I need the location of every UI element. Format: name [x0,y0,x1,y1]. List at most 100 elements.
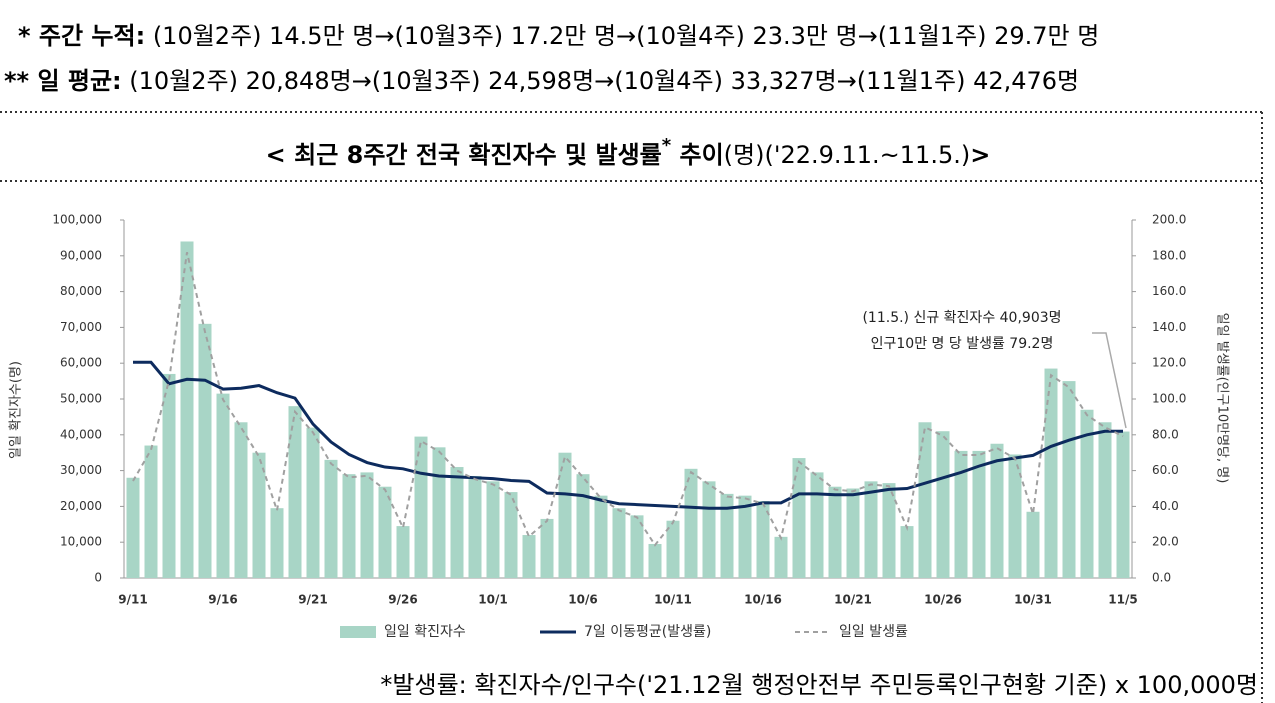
bar [270,508,284,578]
bar [144,445,158,578]
y-tick-label: 90,000 [60,248,102,262]
bar [1044,368,1058,578]
x-tick-label: 9/16 [208,593,237,607]
bar [738,495,752,578]
bar [882,483,896,578]
y-tick-label: 70,000 [60,320,102,334]
bar [1098,422,1112,578]
y2-tick-label: 40.0 [1152,499,1179,513]
y-tick-label: 40,000 [60,427,102,441]
bar [612,508,626,578]
y-tick-label: 50,000 [60,392,102,406]
bar [342,474,356,578]
x-tick-label: 10/16 [744,593,782,607]
title-part: (명)('22.9.11.~11.5.) [724,141,971,169]
annotation: (11.5.) 신규 확진자수 40,903명 [862,310,1061,326]
bar [918,422,932,578]
header-line-2: ** 일 평균: (10월2주) 20,848명→(10월3주) 24,598명… [4,67,1079,95]
y2-axis-title: 일일 발생률(인구10만명당, 명) [1215,313,1230,484]
x-tick-label: 9/11 [118,593,147,607]
header-text: (10월2주) 14.5만 명→(10월3주) 17.2만 명→(10월4주) … [145,22,1099,50]
bar [1026,511,1040,578]
bar [630,515,644,578]
y-tick-label: 30,000 [60,463,102,477]
bar [414,436,428,578]
bar [162,373,176,578]
bar [756,501,770,578]
bar [450,467,464,578]
bar [198,323,212,578]
bar [954,450,968,578]
bar [126,477,140,578]
bar [594,495,608,578]
y-tick-label: 0 [94,571,102,585]
bar [1062,381,1076,578]
y-tick-label: 20,000 [60,499,102,513]
line [133,360,1123,510]
bar [1080,409,1094,578]
x-tick-label: 10/11 [654,593,692,607]
y2-tick-label: 140.0 [1152,320,1186,334]
x-tick-label: 11/5 [1108,593,1137,607]
chart-title: < 최근 8주간 전국 확진자수 및 발생률* 추이(명)('22.9.11.~… [266,135,991,169]
bar [306,427,320,578]
x-tick-label: 9/26 [388,593,417,607]
annotation: 인구10만 명 당 발생률 79.2명 [871,336,1054,352]
bar [252,452,266,578]
bar [504,492,518,578]
y-axis-title: 일일 확진자수(명) [9,361,24,459]
bar [432,447,446,578]
bar [486,481,500,578]
header-text: (10월2주) 20,848명→(10월3주) 24,598명→(10월4주) … [122,67,1079,95]
bar [828,486,842,578]
bar [288,406,302,578]
bar [216,393,230,578]
bar [468,475,482,578]
bar [900,526,914,578]
y2-tick-label: 200.0 [1152,213,1186,227]
bar [234,422,248,578]
bar [1116,431,1130,578]
bar [396,526,410,578]
title-part: * [662,135,672,156]
legend-label: 7일 이동평균(발생률) [584,624,711,640]
bar [936,431,950,578]
y-tick-label: 80,000 [60,284,102,298]
bar [360,472,374,578]
legend-swatch [340,626,376,638]
bar [702,481,716,578]
y-tick-label: 10,000 [60,535,102,549]
x-tick-label: 10/31 [1014,593,1052,607]
header-label: * 주간 누적: [18,22,145,50]
y2-tick-label: 100.0 [1152,392,1186,406]
bar [324,459,338,578]
x-tick-label: 9/21 [298,593,327,607]
bar [864,481,878,578]
bar [540,518,554,578]
bar [774,536,788,578]
bar [648,543,662,578]
bar [720,493,734,578]
bar [378,486,392,578]
bar [990,443,1004,578]
title-part: > [970,141,990,169]
y2-tick-label: 0.0 [1152,571,1171,585]
y-tick-label: 60,000 [60,356,102,370]
y-tick-label: 100,000 [52,213,102,227]
bar [684,468,698,578]
x-tick-label: 10/21 [834,593,872,607]
line [132,251,1124,547]
bar [972,450,986,578]
bar [1008,454,1022,578]
y2-tick-label: 80.0 [1152,427,1179,441]
bar [810,472,824,578]
bar [666,520,680,578]
bar [792,458,806,578]
header-line-1: * 주간 누적: (10월2주) 14.5만 명→(10월3주) 17.2만 명… [18,22,1099,50]
y2-tick-label: 60.0 [1152,463,1179,477]
x-tick-label: 10/1 [478,593,507,607]
y2-tick-label: 120.0 [1152,356,1186,370]
bar [846,488,860,578]
x-tick-label: 10/26 [924,593,962,607]
